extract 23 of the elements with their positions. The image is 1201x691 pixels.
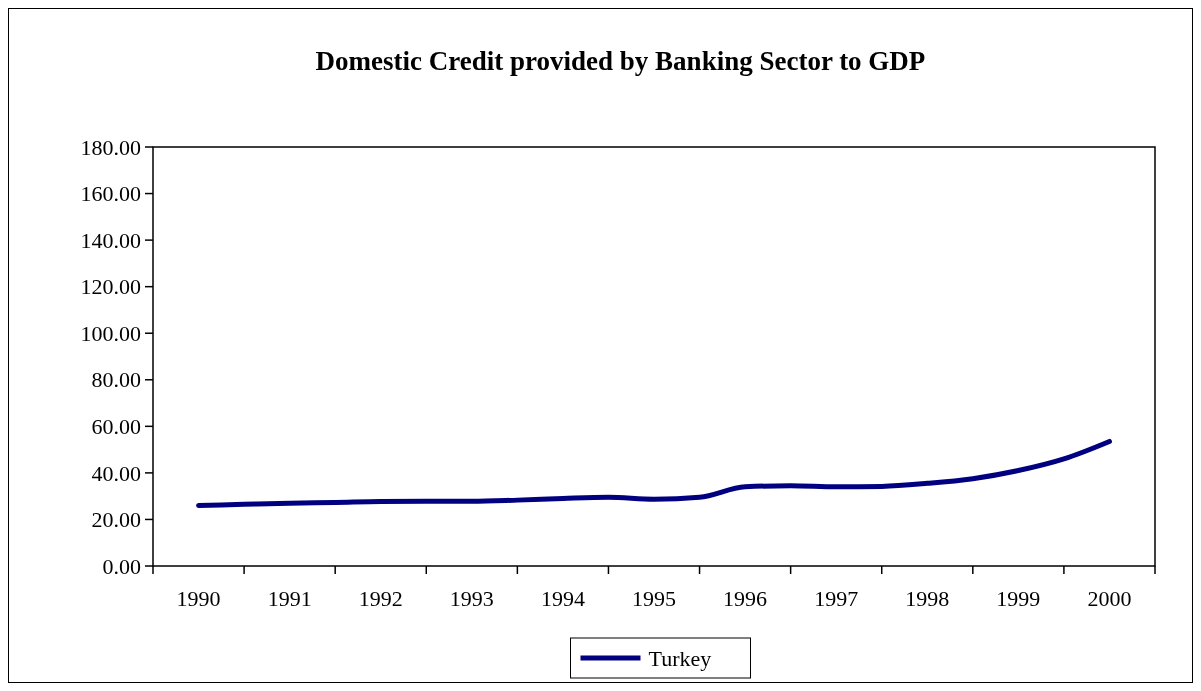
y-tick-label: 160.00 <box>80 181 141 207</box>
x-tick-label: 1990 <box>176 586 221 611</box>
x-tick-label: 1992 <box>358 586 403 611</box>
chart-title: Domestic Credit provided by Banking Sector to GDP <box>315 46 926 76</box>
x-tick-label: 1995 <box>632 586 676 611</box>
x-tick-label: 1998 <box>905 586 950 611</box>
x-tick-label: 1993 <box>449 586 494 611</box>
y-tick-label: 180.00 <box>80 134 141 160</box>
x-tick-label: 1999 <box>996 586 1041 611</box>
y-tick-label: 60.00 <box>91 414 141 440</box>
x-tick-label: 1997 <box>814 586 859 611</box>
y-tick-label: 100.00 <box>80 320 141 346</box>
x-tick-label: 2000 <box>1087 586 1132 611</box>
y-tick-label: 80.00 <box>91 367 141 393</box>
x-tick-label: 1994 <box>540 586 585 611</box>
y-tick-label: 120.00 <box>80 274 141 300</box>
y-tick-label: 40.00 <box>91 460 141 486</box>
x-tick-label: 1991 <box>267 586 312 611</box>
y-tick-label: 140.00 <box>80 227 141 253</box>
y-tick-label: 0.00 <box>102 553 141 579</box>
x-tick-label: 1996 <box>723 586 768 611</box>
y-tick-label: 20.00 <box>91 507 141 533</box>
legend-label: Turkey <box>648 645 712 671</box>
